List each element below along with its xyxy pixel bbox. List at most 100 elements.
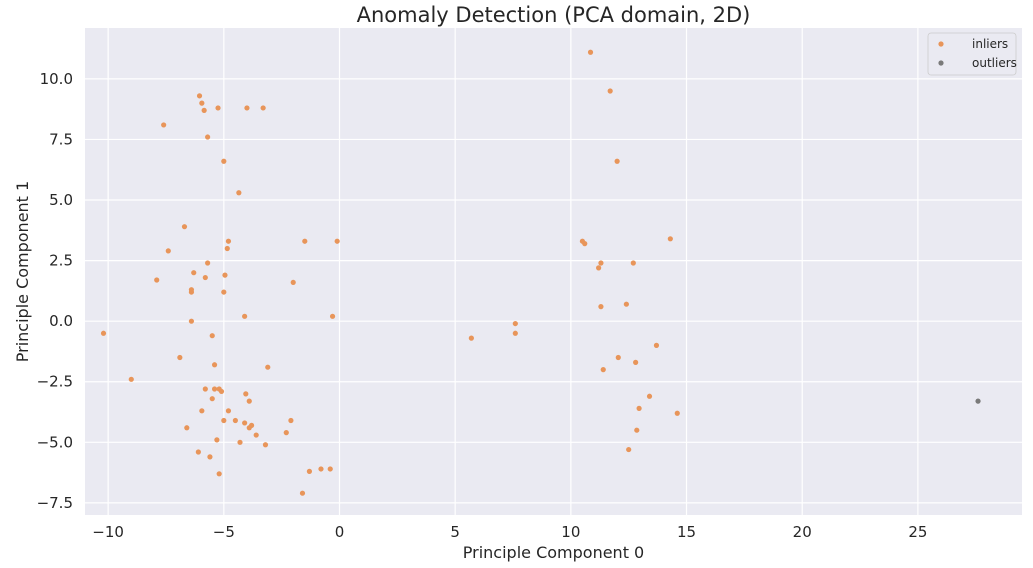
data-points xyxy=(100,49,981,496)
point-inliers xyxy=(236,190,242,196)
point-inliers xyxy=(633,359,639,365)
point-inliers xyxy=(100,330,107,336)
point-inliers xyxy=(209,333,215,339)
y-tick-label: 5.0 xyxy=(49,191,73,209)
y-axis-label: Principle Component 1 xyxy=(13,181,32,362)
legend-label-inliers: inliers xyxy=(972,37,1008,51)
x-axis-label: Principle Component 0 xyxy=(463,543,644,562)
legend-marker-outliers xyxy=(938,60,944,66)
point-inliers xyxy=(468,335,474,341)
point-inliers xyxy=(290,279,296,286)
point-inliers xyxy=(214,437,220,443)
point-inliers xyxy=(128,376,134,382)
point-inliers xyxy=(582,241,588,247)
point-inliers xyxy=(188,318,195,324)
point-inliers xyxy=(329,313,336,319)
point-inliers xyxy=(623,301,629,307)
point-inliers xyxy=(674,410,680,416)
point-inliers xyxy=(237,439,243,445)
point-inliers xyxy=(607,88,613,94)
point-inliers xyxy=(262,442,269,448)
point-inliers xyxy=(248,422,255,428)
point-inliers xyxy=(242,420,248,426)
x-axis-ticks: −10 −5 0 5 10 15 20 25 xyxy=(92,523,927,541)
point-inliers xyxy=(653,342,660,348)
y-tick-label: 10.0 xyxy=(40,70,73,88)
point-inliers xyxy=(205,134,211,140)
point-inliers xyxy=(596,265,602,271)
point-inliers xyxy=(260,105,266,111)
x-tick-label: 15 xyxy=(677,523,696,541)
point-inliers xyxy=(244,105,250,111)
point-inliers xyxy=(630,260,636,266)
y-tick-label: −5.0 xyxy=(37,433,73,451)
point-inliers xyxy=(221,158,227,164)
point-inliers xyxy=(184,425,190,431)
point-inliers xyxy=(243,391,249,397)
point-inliers xyxy=(202,386,208,392)
point-inliers xyxy=(199,408,205,414)
point-inliers xyxy=(646,393,653,399)
x-tick-label: 10 xyxy=(561,523,580,541)
point-inliers xyxy=(165,248,171,254)
point-inliers xyxy=(154,277,160,283)
point-inliers xyxy=(265,364,271,370)
point-inliers xyxy=(191,270,197,276)
point-inliers xyxy=(636,405,642,411)
legend-box xyxy=(927,32,1017,76)
point-inliers xyxy=(306,468,313,474)
point-inliers xyxy=(626,446,632,453)
point-inliers xyxy=(218,388,225,395)
point-inliers xyxy=(202,274,208,281)
point-inliers xyxy=(225,238,232,244)
y-axis-ticks: −7.5 −5.0 −2.5 0.0 2.5 5.0 7.5 10.0 xyxy=(37,70,73,512)
point-inliers xyxy=(299,490,306,496)
x-tick-label: −10 xyxy=(92,523,124,541)
point-inliers xyxy=(195,449,201,455)
point-inliers xyxy=(221,417,227,424)
point-inliers xyxy=(598,260,604,266)
point-inliers xyxy=(253,432,259,438)
point-inliers xyxy=(161,122,167,128)
point-inliers xyxy=(302,238,308,244)
legend: inliers outliers xyxy=(927,32,1017,76)
point-inliers xyxy=(327,466,333,472)
chart-title: Anomaly Detection (PCA domain, 2D) xyxy=(357,3,751,27)
y-tick-label: 7.5 xyxy=(49,130,73,148)
x-tick-label: 0 xyxy=(335,523,345,541)
point-inliers xyxy=(224,245,230,252)
point-inliers xyxy=(614,158,620,164)
x-tick-label: 25 xyxy=(908,523,927,541)
x-tick-label: 20 xyxy=(793,523,812,541)
point-inliers xyxy=(222,272,228,278)
point-inliers xyxy=(334,238,340,244)
point-inliers xyxy=(181,224,188,230)
point-inliers xyxy=(615,354,621,361)
point-inliers xyxy=(667,236,673,242)
point-inliers xyxy=(177,354,183,361)
point-inliers xyxy=(201,107,207,113)
point-inliers xyxy=(188,289,195,295)
legend-label-outliers: outliers xyxy=(972,56,1017,70)
point-inliers xyxy=(209,396,215,402)
point-inliers xyxy=(225,408,232,414)
grid-lines xyxy=(85,28,1022,515)
point-inliers xyxy=(196,93,203,99)
x-tick-label: 5 xyxy=(450,523,460,541)
point-inliers xyxy=(246,398,252,404)
y-tick-label: 0.0 xyxy=(49,312,73,330)
point-inliers xyxy=(600,367,606,373)
point-inliers xyxy=(242,313,248,319)
point-inliers xyxy=(216,471,222,477)
point-inliers xyxy=(211,386,218,392)
point-inliers xyxy=(211,362,218,368)
point-inliers xyxy=(634,427,640,433)
point-inliers xyxy=(288,417,294,424)
point-inliers xyxy=(207,454,213,460)
point-inliers xyxy=(512,330,518,336)
y-tick-label: −7.5 xyxy=(37,494,73,512)
point-inliers xyxy=(205,260,211,266)
point-inliers xyxy=(232,417,238,424)
point-inliers xyxy=(199,100,205,106)
